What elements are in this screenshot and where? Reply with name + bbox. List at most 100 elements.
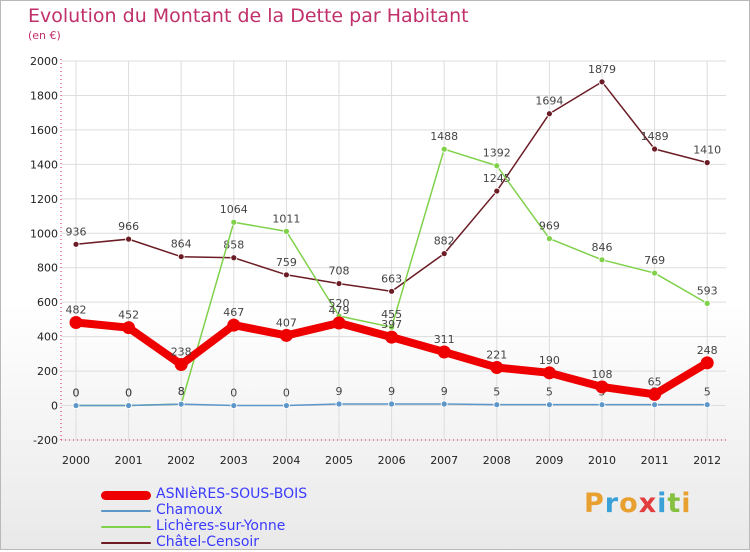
- data-label: 769: [644, 254, 665, 267]
- data-point: [388, 287, 396, 295]
- y-tick-label: 600: [37, 296, 58, 309]
- data-label: 969: [539, 220, 560, 233]
- data-point: [493, 162, 501, 170]
- data-point: [703, 159, 711, 167]
- data-label: 593: [697, 284, 718, 297]
- y-tick-label: 1600: [30, 124, 58, 137]
- data-label: 467: [223, 306, 244, 319]
- data-label: 5: [493, 386, 500, 399]
- y-tick-label: 1400: [30, 158, 58, 171]
- data-point: [437, 345, 451, 359]
- x-tick-label: 2010: [588, 454, 616, 467]
- x-tick-label: 2009: [535, 454, 563, 467]
- data-point: [651, 145, 658, 153]
- proxiti-logo: Proxiti: [584, 488, 692, 519]
- data-label: 663: [381, 272, 402, 285]
- legend-label: Châtel-Censoir: [156, 534, 260, 550]
- data-label: 238: [171, 346, 192, 359]
- data-label: 966: [118, 220, 139, 233]
- data-label: 759: [276, 256, 297, 269]
- data-point: [125, 235, 132, 243]
- data-point: [122, 321, 136, 335]
- data-point: [385, 330, 399, 344]
- data-label: 397: [381, 318, 402, 331]
- data-label: 708: [329, 265, 350, 278]
- x-tick-label: 2008: [483, 454, 511, 467]
- data-point: [651, 269, 658, 277]
- data-label: 0: [125, 387, 132, 400]
- data-point: [598, 78, 606, 86]
- data-label: 190: [539, 354, 560, 367]
- logo-letter: x: [638, 488, 658, 519]
- y-tick-label: 2000: [30, 55, 58, 68]
- data-point: [542, 366, 556, 380]
- x-tick-label: 2006: [378, 454, 406, 467]
- data-label: 311: [434, 333, 455, 346]
- x-tick-label: 2002: [167, 454, 195, 467]
- data-label: 455: [381, 308, 402, 321]
- data-point: [388, 323, 396, 331]
- data-label: 0: [73, 387, 80, 400]
- data-point: [493, 187, 501, 195]
- data-label: 8: [178, 385, 185, 398]
- x-tick-label: 2004: [272, 454, 300, 467]
- data-point: [282, 402, 290, 409]
- data-point: [546, 110, 553, 118]
- data-point: [72, 402, 80, 409]
- data-label: 1694: [535, 95, 563, 108]
- data-label: 8: [178, 385, 185, 398]
- data-label: 1879: [588, 63, 616, 76]
- data-point: [177, 253, 185, 261]
- data-label: 65: [648, 375, 662, 388]
- chart-title: Evolution du Montant de la Dette par Hab…: [28, 5, 469, 27]
- y-tick-label: 1800: [30, 89, 58, 102]
- data-label: 1064: [220, 203, 248, 216]
- data-label: 1392: [483, 147, 511, 160]
- legend-label: ASNIèRES-SOUS-BOIS: [156, 486, 308, 502]
- data-point: [440, 250, 448, 258]
- legend-swatch: [101, 542, 151, 544]
- data-point: [598, 256, 606, 264]
- data-point: [282, 227, 290, 235]
- data-label: 482: [66, 304, 87, 317]
- data-label: 0: [230, 387, 237, 400]
- data-point: [230, 402, 238, 409]
- data-point: [700, 356, 714, 370]
- data-label: 0: [73, 387, 80, 400]
- data-point: [230, 254, 238, 262]
- data-point: [703, 401, 711, 409]
- data-label: 9: [336, 385, 343, 398]
- data-label: 0: [283, 387, 290, 400]
- logo-letter: P: [584, 488, 605, 519]
- data-point: [648, 387, 662, 401]
- data-point: [332, 316, 346, 330]
- logo-letter: i: [657, 488, 668, 519]
- x-tick-label: 2007: [430, 454, 458, 467]
- legend-swatch: [101, 490, 151, 500]
- data-point: [230, 218, 238, 226]
- data-label: 248: [697, 344, 718, 357]
- legend-label: Lichères-sur-Yonne: [156, 518, 286, 534]
- data-point: [490, 360, 504, 374]
- data-point: [440, 145, 448, 153]
- data-label: 108: [592, 368, 613, 381]
- y-tick-label: -200: [33, 434, 58, 447]
- data-point: [595, 380, 609, 394]
- data-point: [546, 401, 553, 409]
- data-label: 407: [276, 316, 297, 329]
- legend-swatch: [101, 510, 151, 512]
- data-point: [279, 328, 293, 342]
- data-label: 846: [592, 241, 613, 254]
- y-tick-label: 200: [37, 365, 58, 378]
- data-label: 520: [329, 297, 350, 310]
- data-point: [69, 316, 83, 330]
- data-point: [174, 358, 188, 372]
- data-label: 1489: [641, 130, 669, 143]
- data-label: 1011: [272, 212, 300, 225]
- data-point: [125, 402, 132, 409]
- y-tick-label: 1200: [30, 193, 58, 206]
- chart-unit-label: (en €): [28, 29, 61, 42]
- data-label: 882: [434, 235, 455, 248]
